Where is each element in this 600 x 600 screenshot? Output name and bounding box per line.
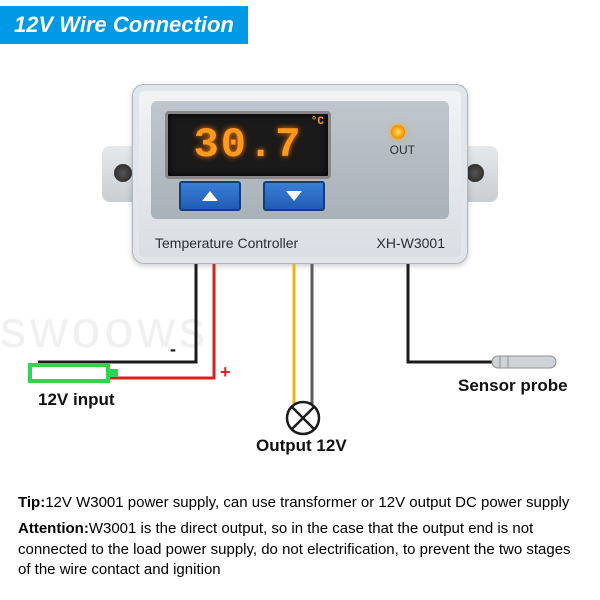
polarity-pos: + [220,362,231,383]
temperature-controller: 30.7 °C OUT Temperature Controller XH-W3… [132,84,468,264]
chevron-down-icon [285,190,303,202]
wiring-diagram: 30.7 °C OUT Temperature Controller XH-W3… [0,44,600,454]
out-label: OUT [390,143,415,157]
tip-line: Tip:12V W3001 power supply, can use tran… [18,493,582,513]
display-unit: °C [311,116,324,128]
controller-panel: 30.7 °C OUT [151,101,449,219]
display-value: 30.7 [194,121,303,169]
controller-body: 30.7 °C OUT Temperature Controller XH-W3… [132,84,468,264]
tip-text: 12V W3001 power supply, can use transfor… [45,494,569,511]
chevron-up-icon [201,190,219,202]
label-sensor: Sensor probe [458,376,568,396]
up-button[interactable] [179,181,241,211]
controller-model: XH-W3001 [377,235,445,251]
page-title: 12V Wire Connection [0,6,248,44]
attention-text: W3001 is the direct output, so in the ca… [18,520,571,578]
led-display: 30.7 °C [165,111,331,179]
polarity-neg: - [170,339,176,360]
attention-line: Attention:W3001 is the direct output, so… [18,519,582,580]
down-button[interactable] [263,181,325,211]
footer-notes: Tip:12V W3001 power supply, can use tran… [18,493,582,580]
label-output: Output 12V [256,436,347,456]
attention-label: Attention: [18,520,89,537]
controller-name: Temperature Controller [155,235,298,251]
label-input: 12V input [38,390,115,410]
tip-label: Tip: [18,494,45,511]
out-led-icon [391,125,405,139]
